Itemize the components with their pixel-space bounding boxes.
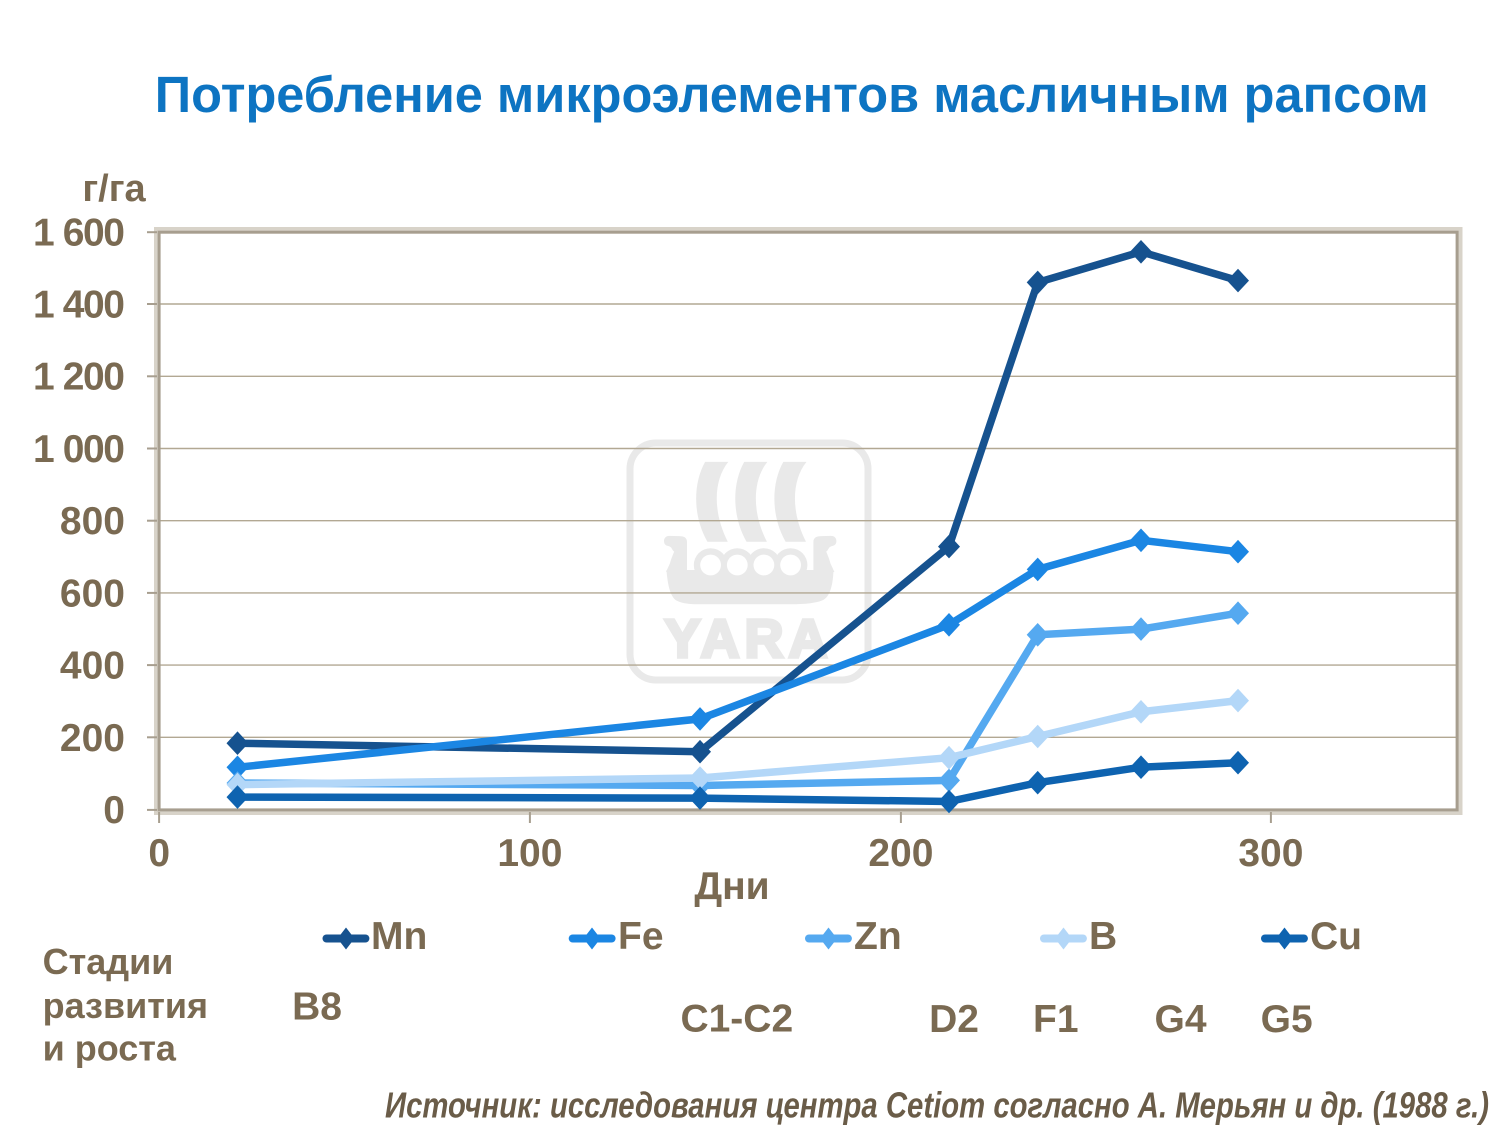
svg-text:400: 400 [60,645,125,688]
svg-text:300: 300 [1238,832,1303,875]
svg-text:1 400: 1 400 [33,284,125,327]
svg-text:и роста: и роста [43,1028,177,1069]
svg-text:YARA: YARA [664,609,832,669]
svg-text:1 200: 1 200 [33,356,125,399]
svg-text:D2: D2 [929,998,979,1041]
svg-text:Fe: Fe [618,915,664,958]
svg-text:800: 800 [60,500,125,543]
svg-text:1 000: 1 000 [33,428,125,471]
svg-text:B8: B8 [292,985,342,1028]
svg-text:200: 200 [868,832,933,875]
svg-text:Источник: исследования центра: Источник: исследования центра Cetiom сог… [385,1085,1489,1126]
svg-text:0: 0 [103,789,125,832]
svg-text:Zn: Zn [854,915,902,958]
svg-text:Cu: Cu [1310,915,1362,958]
svg-text:0: 0 [148,832,170,875]
svg-text:G4: G4 [1154,998,1206,1041]
svg-text:100: 100 [497,832,562,875]
svg-text:200: 200 [60,717,125,760]
svg-text:Стадии: Стадии [43,941,174,982]
svg-text:Дни: Дни [694,865,769,908]
svg-text:развития: развития [43,985,208,1026]
svg-text:г/га: г/га [82,168,146,210]
svg-text:1 600: 1 600 [33,211,125,254]
svg-text:G5: G5 [1261,998,1313,1041]
svg-text:Потребление микроэлементов мас: Потребление микроэлементов масличным рап… [155,66,1429,123]
svg-text:600: 600 [60,572,125,615]
svg-text:C1-C2: C1-C2 [680,998,793,1041]
svg-text:Mn: Mn [371,915,427,958]
svg-text:F1: F1 [1033,998,1079,1041]
svg-text:B: B [1089,915,1117,958]
